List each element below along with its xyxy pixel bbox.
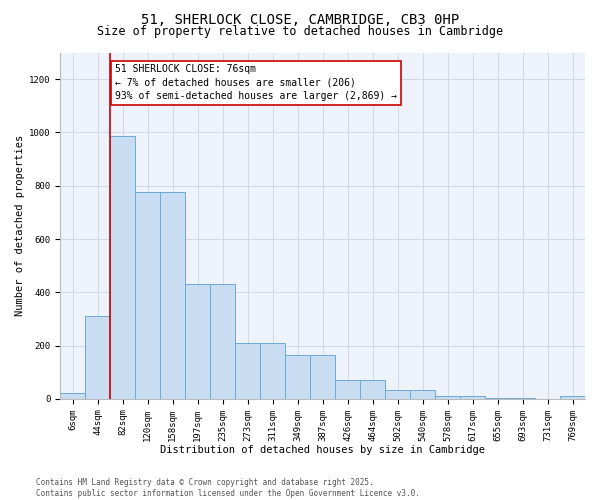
Bar xyxy=(260,343,285,399)
Y-axis label: Number of detached properties: Number of detached properties xyxy=(15,135,25,316)
Bar xyxy=(385,390,410,399)
Bar xyxy=(510,398,535,399)
Bar xyxy=(485,398,510,399)
Bar xyxy=(136,192,160,399)
Bar xyxy=(410,390,435,399)
Bar xyxy=(460,396,485,399)
Bar xyxy=(285,355,310,399)
Bar xyxy=(335,380,360,399)
Bar xyxy=(560,396,585,399)
Bar xyxy=(185,284,210,399)
Text: 51 SHERLOCK CLOSE: 76sqm
← 7% of detached houses are smaller (206)
93% of semi-d: 51 SHERLOCK CLOSE: 76sqm ← 7% of detache… xyxy=(115,64,397,101)
Bar xyxy=(160,192,185,399)
Bar xyxy=(210,284,235,399)
Text: Size of property relative to detached houses in Cambridge: Size of property relative to detached ho… xyxy=(97,25,503,38)
Bar xyxy=(435,396,460,399)
Bar xyxy=(310,355,335,399)
X-axis label: Distribution of detached houses by size in Cambridge: Distribution of detached houses by size … xyxy=(160,445,485,455)
Bar xyxy=(110,136,136,399)
Text: Contains HM Land Registry data © Crown copyright and database right 2025.
Contai: Contains HM Land Registry data © Crown c… xyxy=(36,478,420,498)
Bar xyxy=(85,316,110,399)
Bar xyxy=(61,393,85,399)
Bar xyxy=(360,380,385,399)
Text: 51, SHERLOCK CLOSE, CAMBRIDGE, CB3 0HP: 51, SHERLOCK CLOSE, CAMBRIDGE, CB3 0HP xyxy=(141,12,459,26)
Bar xyxy=(235,343,260,399)
